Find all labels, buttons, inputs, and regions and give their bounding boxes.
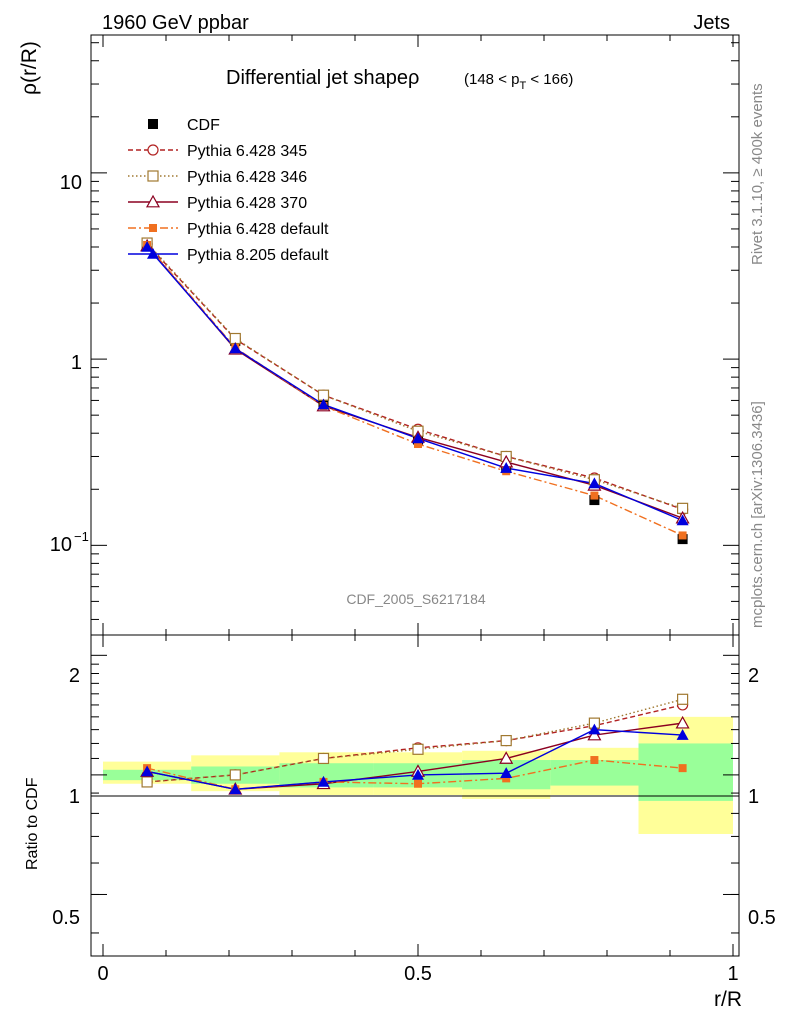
series-4-ratio-point <box>317 775 330 787</box>
series-2-ratio-point <box>499 751 514 764</box>
legend-label-cdf: CDF <box>187 117 220 134</box>
series-3-ratio-point <box>590 756 599 765</box>
series-markers <box>140 237 690 795</box>
series-3-ratio-point <box>414 779 422 788</box>
series-1-main-line <box>146 242 683 510</box>
series-1-ratio-point <box>317 752 330 765</box>
series-4-ratio-point <box>141 765 154 777</box>
series-3-main-point <box>414 440 422 449</box>
x-axis-label: r/R <box>714 988 742 1011</box>
series-1-ratio-point <box>229 769 241 781</box>
series-3-main-point <box>678 531 687 540</box>
mcplots-label: mcplots.cern.ch [arXiv:1306.3436] <box>749 401 766 628</box>
legend-label-pythia6-345: Pythia 6.428 345 <box>187 143 307 160</box>
series-3-main-point <box>590 491 599 500</box>
series-4-ratio-point <box>588 723 601 735</box>
series-lines <box>146 242 683 790</box>
ratio-tick-label-1: 1 <box>69 786 80 808</box>
band-inner-5 <box>550 760 639 786</box>
cdf-data-point <box>589 495 600 506</box>
series-4-main-point <box>588 477 601 489</box>
legend-label-pythia6-346: Pythia 6.428 346 <box>187 169 307 186</box>
legend-marker-cdf <box>148 119 158 129</box>
series-4-ratio-point <box>676 729 689 740</box>
series-3-ratio-point <box>502 774 511 783</box>
axis-ticks <box>91 35 739 956</box>
y-tick-label-10: 10 <box>60 172 82 194</box>
series-1-ratio-point <box>412 743 424 755</box>
series-4-ratio-point <box>412 768 424 780</box>
legend-marker-1 <box>147 170 159 182</box>
band-inner-6 <box>638 743 733 801</box>
chart-title-range: (148 < pT < 166) <box>464 71 573 92</box>
series-1-ratio-point <box>676 693 689 705</box>
x-tick-label-0.5: 0.5 <box>404 963 432 985</box>
header-category: Jets <box>693 12 730 34</box>
ratio-y-tick-labels: 2 1 0.5 2 1 0.5 <box>52 665 776 929</box>
legend-label-pythia6-370: Pythia 6.428 370 <box>187 195 307 212</box>
series-4-main-point <box>229 342 242 354</box>
header-process: 1960 GeV ppbar <box>102 12 249 34</box>
series-4-main-point <box>317 398 330 410</box>
ratio-axis-label: Ratio to CDF <box>24 777 41 870</box>
ratio-tick-label-right-1: 1 <box>748 786 759 808</box>
series-0-main-line <box>146 243 683 511</box>
x-tick-label-1: 1 <box>727 963 738 985</box>
main-y-tick-labels: 10 1 10 −1 <box>50 172 89 556</box>
ratio-tick-label-0.5: 0.5 <box>52 907 80 929</box>
series-4-main-point <box>412 432 424 444</box>
x-tick-label-0: 0 <box>97 963 108 985</box>
series-3-ratio-point <box>678 764 687 773</box>
legend-label-pythia6-default: Pythia 6.428 default <box>187 221 329 238</box>
legend: CDF Pythia 6.428 345 Pythia 6.428 346 Py… <box>128 117 329 264</box>
analysis-id-label: CDF_2005_S6217184 <box>346 591 486 607</box>
series-1-ratio-point <box>500 734 512 747</box>
rivet-version-label: Rivet 3.1.10, ≥ 400k events <box>749 83 766 265</box>
ratio-uncertainty-bands <box>103 716 733 834</box>
series-4-main-point <box>676 514 689 526</box>
y-axis-label: ρ(r/R) <box>18 41 41 95</box>
legend-marker-3 <box>149 224 157 232</box>
series-3-main-line <box>146 244 683 537</box>
ratio-tick-label-2: 2 <box>69 665 80 687</box>
y-tick-label-0.1: 10 <box>50 534 72 556</box>
legend-marker-4 <box>147 248 159 259</box>
ratio-tick-label-right-0.5: 0.5 <box>748 907 776 929</box>
x-tick-labels: 0 0.5 1 <box>97 963 738 985</box>
chart-title: Differential jet shapeρ (148 < pT < 166) <box>226 67 573 92</box>
series-2-ratio-point <box>675 715 690 729</box>
series-2-main-line <box>146 245 683 519</box>
series-4-ratio-point <box>500 767 513 778</box>
chart-title-text: Differential jet shapeρ <box>226 67 419 89</box>
series-1-ratio-point <box>141 776 153 788</box>
series-4-ratio-point <box>229 783 242 795</box>
legend-marker-2 <box>145 194 161 208</box>
y-tick-label-exponent: −1 <box>74 529 89 544</box>
y-tick-label-1: 1 <box>71 352 82 374</box>
series-4-main-line <box>146 246 683 522</box>
series-4-main-point <box>500 462 513 473</box>
ratio-tick-label-right-2: 2 <box>748 665 759 687</box>
legend-marker-0 <box>147 144 159 156</box>
legend-label-pythia8-default: Pythia 8.205 default <box>187 247 329 264</box>
series-4-main-point <box>141 240 154 252</box>
